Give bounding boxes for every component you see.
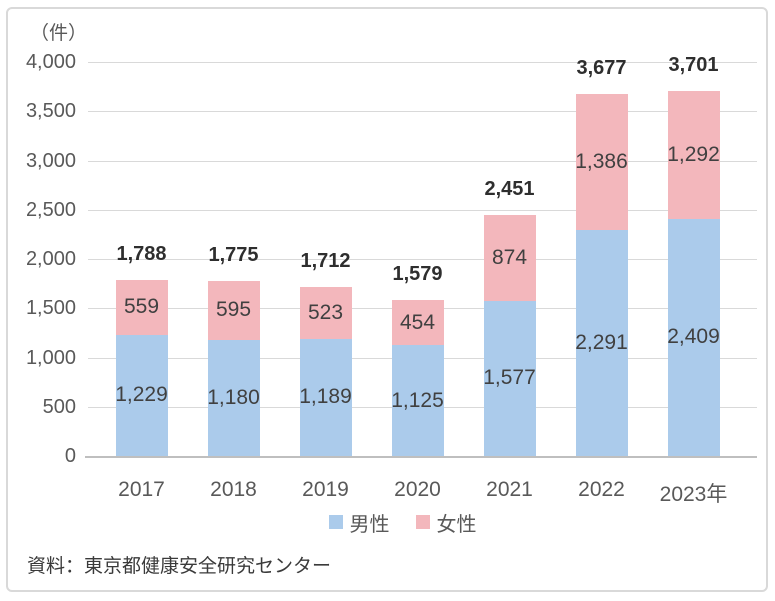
female-legend-label: 女性 [436,513,477,536]
x-axis-category-label: 2018 [210,478,257,501]
total-value-label: 1,775 [208,244,259,267]
female-value-label: 559 [123,295,160,319]
x-axis-category-label: 2019 [302,478,349,501]
y-axis-tick-label: 500 [42,395,76,418]
y-axis-tick-label: 2,000 [25,248,76,270]
bar-segment-female [575,93,628,231]
male-value-label: 1,229 [115,383,168,407]
gridline [88,160,757,162]
male-value-label: 1,125 [391,388,444,412]
source-note: 資料：東京都健康安全研究センター [27,556,332,577]
x-axis-category-label: 2023年 [659,483,728,506]
bar-segment-male [575,230,628,456]
female-value-label: 1,386 [575,150,628,174]
male-value-label: 1,180 [207,385,260,409]
male-value-label: 1,189 [299,385,352,409]
male-legend-label: 男性 [349,513,390,536]
gridline [88,259,757,260]
male-value-label: 1,577 [483,366,536,390]
bar-segment-male [299,338,352,456]
y-axis-tick-label: 1,500 [25,297,76,320]
y-axis-tick-label: 4,000 [25,51,76,73]
bar-segment-female [667,91,720,219]
legend-item-female: 女性 [415,508,477,537]
bar-segment-female [391,300,444,346]
female-value-label: 1,292 [667,143,720,167]
bar-segment-male [483,300,536,456]
legend-item-male: 男性 [328,508,390,537]
female-value-label: 595 [215,298,252,322]
bar-segment-female [299,287,352,339]
male-series-swatch-icon [328,515,343,529]
bar-segment-male [115,334,168,456]
total-value-label: 2,451 [484,177,535,200]
male-value-label: 2,291 [575,331,628,355]
bar-segment-female [115,279,168,335]
x-axis-category-label: 2022 [578,478,625,501]
total-value-label: 3,701 [668,54,719,77]
total-value-label: 1,712 [300,250,351,273]
gridline [88,111,757,113]
y-axis-tick-label: 0 [64,445,76,467]
female-value-label: 874 [491,245,528,269]
total-value-label: 1,579 [392,263,443,286]
bar-segment-male [391,345,444,456]
bar-segment-male [207,339,260,456]
bar-segment-female [207,281,260,340]
female-value-label: 454 [399,310,436,334]
bar-segment-male [667,218,720,456]
y-axis-tick-label: 1,000 [25,346,76,369]
y-axis-tick-label: 3,500 [25,100,76,123]
female-value-label: 523 [307,301,344,325]
x-axis-line [85,456,757,458]
x-axis-category-label: 2017 [118,478,165,501]
male-value-label: 2,409 [667,325,720,349]
total-value-label: 3,677 [576,56,627,79]
legend: 男性 女性 [30,508,775,536]
gridline [88,62,757,63]
y-axis-tick-label: 2,500 [25,198,76,221]
female-series-swatch-icon [415,515,430,529]
gridline [88,209,757,211]
bar-segment-female [483,214,536,301]
x-axis-category-label: 2021 [486,478,533,501]
y-axis-tick-label: 3,000 [25,149,76,172]
total-value-label: 1,788 [116,242,167,265]
y-axis-unit-label: （件） [30,23,88,44]
x-axis-category-label: 2020 [394,478,441,501]
